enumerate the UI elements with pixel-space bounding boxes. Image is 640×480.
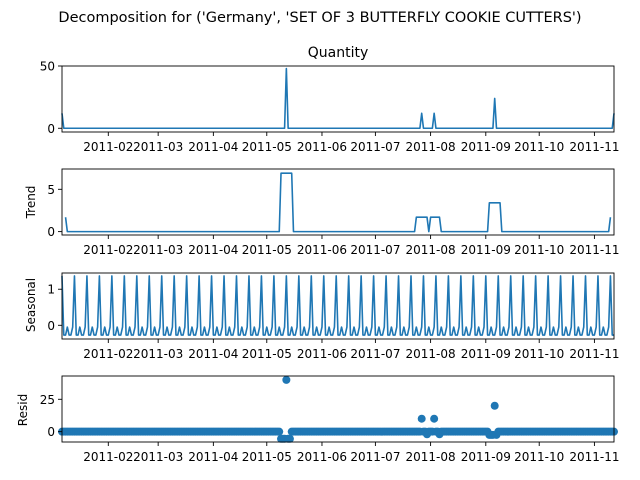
- x-tick-label: 2011-02: [83, 450, 133, 464]
- x-tick-label: 2011-10: [514, 450, 564, 464]
- figure-suptitle: Decomposition for ('Germany', 'SET OF 3 …: [58, 10, 581, 26]
- x-tick-label: 2011-08: [406, 347, 456, 361]
- panel-frame: [61, 375, 615, 443]
- resid-point: [282, 375, 291, 384]
- panel-trend-ylabel: Trend: [24, 186, 38, 220]
- resid-point: [490, 401, 499, 410]
- x-tick-label: 2011-02: [83, 347, 133, 361]
- x-tick-label: 2011-11: [569, 347, 619, 361]
- x-tick-label: 2011-09: [461, 450, 511, 464]
- trend-series-line: [64, 172, 612, 233]
- x-tick-label: 2011-09: [461, 140, 511, 154]
- x-tick-label: 2011-04: [188, 140, 238, 154]
- quantity-series-line: [61, 67, 615, 130]
- panel-quantity-title: Quantity: [308, 45, 369, 61]
- resid-point: [430, 414, 439, 423]
- panel-resid-ylabel: Resid: [16, 394, 30, 426]
- resid-point: [275, 427, 284, 436]
- x-tick-label: 2011-05: [242, 347, 292, 361]
- x-tick-label: 2011-07: [350, 347, 400, 361]
- x-tick-label: 2011-02: [83, 140, 133, 154]
- x-tick-label: 2011-03: [133, 347, 183, 361]
- panel-frame: [61, 168, 615, 236]
- x-tick-label: 2011-04: [188, 450, 238, 464]
- y-tick-label: 0: [47, 319, 55, 333]
- resid-point: [285, 434, 294, 443]
- x-tick-label: 2011-04: [188, 243, 238, 257]
- x-tick-label: 2011-06: [297, 450, 347, 464]
- x-tick-label: 2011-04: [188, 347, 238, 361]
- resid-point: [417, 414, 426, 423]
- x-tick-label: 2011-09: [461, 347, 511, 361]
- x-tick-label: 2011-07: [350, 140, 400, 154]
- x-tick-label: 2011-09: [461, 243, 511, 257]
- x-tick-label: 2011-11: [569, 140, 619, 154]
- y-tick-label: 0: [47, 225, 55, 239]
- panel-frame: [61, 272, 615, 340]
- x-tick-label: 2011-05: [242, 140, 292, 154]
- x-tick-label: 2011-06: [297, 243, 347, 257]
- y-tick-label: 50: [40, 60, 55, 74]
- y-tick-label: 25: [40, 393, 55, 407]
- x-tick-label: 2011-08: [406, 450, 456, 464]
- x-tick-label: 2011-10: [514, 347, 564, 361]
- x-tick-label: 2011-11: [569, 243, 619, 257]
- x-tick-label: 2011-05: [242, 450, 292, 464]
- x-tick-label: 2011-11: [569, 450, 619, 464]
- x-tick-label: 2011-08: [406, 140, 456, 154]
- x-tick-label: 2011-03: [133, 450, 183, 464]
- x-tick-label: 2011-07: [350, 243, 400, 257]
- x-tick-label: 2011-06: [297, 347, 347, 361]
- x-tick-label: 2011-10: [514, 140, 564, 154]
- x-tick-label: 2011-07: [350, 450, 400, 464]
- x-tick-label: 2011-03: [133, 243, 183, 257]
- x-tick-label: 2011-02: [83, 243, 133, 257]
- x-tick-label: 2011-08: [406, 243, 456, 257]
- panel-seasonal-ylabel: Seasonal: [24, 278, 38, 332]
- y-tick-label: 1: [47, 283, 55, 297]
- x-tick-label: 2011-03: [133, 140, 183, 154]
- y-tick-label: 5: [47, 183, 55, 197]
- x-tick-label: 2011-06: [297, 140, 347, 154]
- panel-frame: [61, 65, 615, 133]
- x-tick-label: 2011-10: [514, 243, 564, 257]
- x-tick-label: 2011-05: [242, 243, 292, 257]
- y-tick-label: 0: [47, 122, 55, 136]
- y-tick-label: 0: [47, 425, 55, 439]
- seasonal-series-line: [61, 275, 614, 336]
